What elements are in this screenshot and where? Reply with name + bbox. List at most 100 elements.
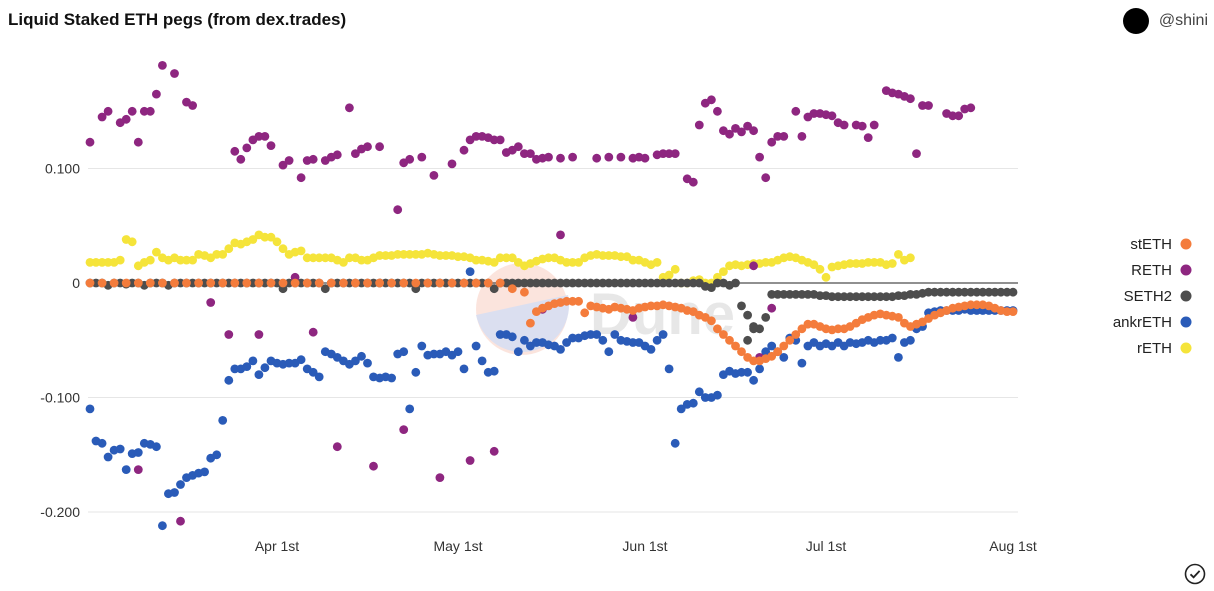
check-circle-icon[interactable] [1184, 563, 1206, 585]
data-point [278, 278, 288, 288]
data-point [1008, 307, 1018, 316]
data-point [121, 465, 131, 474]
data-point [954, 111, 964, 121]
data-point [912, 149, 921, 159]
x-tick-label: Apr 1st [255, 538, 299, 554]
data-point [489, 366, 499, 376]
data-point [145, 255, 155, 265]
legend-marker-seth2 [1180, 290, 1192, 302]
data-point [218, 278, 228, 288]
data-point [598, 335, 608, 345]
data-point [411, 278, 421, 288]
data-point [658, 330, 668, 339]
data-point [260, 132, 270, 141]
data-point [580, 308, 590, 318]
data-point [248, 235, 258, 244]
data-point [688, 398, 698, 408]
data-point [230, 146, 240, 156]
data-point [743, 367, 752, 377]
data-point [906, 253, 915, 263]
data-point [194, 278, 204, 288]
data-point [441, 251, 451, 260]
data-point [507, 332, 517, 342]
data-point [188, 255, 198, 265]
data-point [761, 173, 771, 183]
data-point [676, 404, 686, 414]
data-point [224, 375, 234, 385]
data-point [212, 450, 222, 460]
data-point [652, 258, 662, 267]
data-point [465, 267, 475, 276]
data-points [85, 61, 1018, 531]
data-point [513, 142, 523, 152]
data-point [152, 247, 161, 257]
data-point [429, 171, 439, 180]
data-point [495, 330, 505, 339]
data-point [966, 103, 976, 113]
data-point [725, 335, 734, 345]
data-point [869, 120, 879, 130]
data-point [670, 264, 680, 274]
chart-title: Liquid Staked ETH pegs (from dex.trades) [8, 10, 347, 29]
data-point [242, 278, 252, 288]
data-point [393, 205, 403, 215]
data-point [628, 278, 638, 288]
data-point [507, 284, 517, 294]
data-point [761, 313, 771, 322]
data-point [737, 127, 746, 137]
legend-label-reth: RETH [1131, 262, 1172, 279]
data-point [616, 152, 626, 162]
data-point [495, 278, 505, 288]
data-point [152, 89, 161, 99]
data-point [115, 444, 125, 454]
author-badge[interactable]: @shini [1122, 8, 1208, 34]
data-point [423, 278, 433, 288]
y-tick-label: 0 [72, 275, 80, 291]
y-tick-label: -0.200 [40, 504, 80, 520]
data-point [158, 521, 167, 531]
data-point [731, 341, 740, 351]
data-point [127, 237, 137, 247]
data-point [526, 318, 535, 328]
data-point [477, 356, 487, 366]
data-point [489, 258, 499, 267]
data-point [894, 250, 903, 259]
data-point [767, 341, 777, 351]
x-axis: Apr 1st May 1st Jun 1st Jul 1st Aug 1st [255, 538, 1037, 554]
data-point [707, 95, 716, 105]
data-point [513, 347, 523, 357]
data-point [236, 154, 246, 164]
data-point [459, 145, 469, 155]
data-point [749, 322, 758, 331]
data-point [761, 347, 771, 357]
data-point [115, 255, 125, 265]
data-point [145, 278, 155, 288]
data-point [532, 278, 541, 288]
data-point [978, 287, 988, 297]
data-point [357, 351, 366, 361]
data-point [158, 61, 167, 70]
data-point [628, 313, 638, 322]
data-point [604, 347, 614, 357]
data-point [170, 278, 179, 288]
data-point [694, 120, 704, 130]
data-point [405, 404, 415, 414]
legend-marker-ankreth [1180, 316, 1192, 328]
data-point [242, 143, 252, 153]
data-point [610, 330, 620, 339]
data-point [254, 278, 264, 288]
data-point [447, 159, 457, 169]
data-point [719, 330, 728, 339]
data-point [91, 258, 101, 267]
data-point [755, 364, 764, 374]
data-point [863, 133, 873, 143]
data-point [743, 310, 752, 320]
data-point [924, 287, 933, 297]
data-point [495, 253, 505, 263]
data-point [556, 153, 565, 163]
y-axis: 0.100 0 -0.100 -0.200 [40, 161, 80, 521]
data-point [363, 358, 372, 368]
data-point [809, 260, 819, 270]
data-point [411, 367, 421, 377]
data-point [628, 255, 638, 265]
